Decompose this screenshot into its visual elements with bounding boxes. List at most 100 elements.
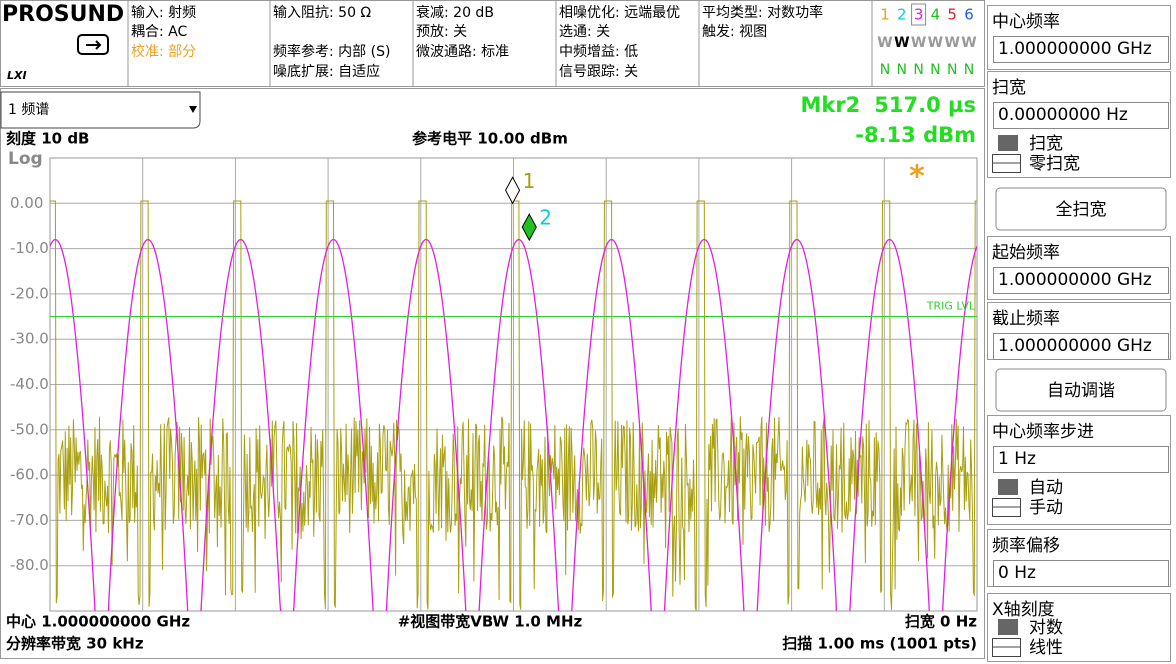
trace-mode: W — [911, 35, 926, 51]
softkey-title: 中心频率 — [992, 12, 1060, 32]
status: 频率参考: 内部 (S) — [273, 43, 390, 60]
option-selected — [998, 479, 1018, 495]
option-selected — [998, 135, 1018, 151]
marker-label: 2 — [539, 206, 552, 230]
marker-name: Mkr2 — [800, 93, 860, 117]
trace-detector: N — [930, 62, 940, 78]
status: 输入: 射频 — [131, 5, 196, 21]
trace-detector: N — [964, 62, 974, 78]
status: 微波通路: 标准 — [416, 44, 509, 60]
softkey-value: 1.000000000 GHz — [998, 39, 1152, 59]
status: 耦合: AC — [131, 24, 187, 40]
trace-detector: N — [913, 62, 923, 78]
status: 噪底扩展: 自适应 — [273, 63, 380, 80]
y-tick-label: -60.0 — [10, 466, 49, 484]
header-panel — [0, 0, 985, 87]
trace-2 — [50, 238, 977, 611]
status: 中频增益: 低 — [559, 44, 638, 60]
status: 相噪优化: 远端最优 — [559, 5, 680, 21]
span: 扫宽 0 Hz — [905, 613, 977, 631]
value-box[interactable] — [993, 446, 1169, 473]
softkey-panel: 中心频率 1.000000000 GHz 扫宽 0.00000000 Hz 扫宽零扫宽全… — [987, 5, 1171, 662]
trace-mode: W — [877, 35, 892, 51]
trace-number: 6 — [964, 6, 974, 24]
value-box[interactable] — [993, 102, 1169, 129]
softkey-title: 频率偏移 — [992, 536, 1060, 556]
scale-type: Log — [8, 149, 43, 169]
y-tick-label: -20.0 — [10, 284, 49, 302]
window-name: 1 频谱 — [8, 102, 49, 118]
option-selected — [998, 619, 1018, 635]
value-box[interactable] — [993, 267, 1169, 294]
trigger-label: TRIG LVL — [926, 300, 976, 313]
status: 校准: 部分 — [131, 43, 196, 60]
marker — [521, 213, 537, 242]
marker-label: 1 — [523, 169, 536, 193]
marker-y: -8.13 dBm — [855, 123, 976, 147]
trace-selected — [911, 3, 927, 26]
trace-detector: N — [880, 62, 890, 78]
value-box[interactable] — [993, 560, 1169, 587]
marker — [505, 176, 521, 205]
vbw: #视图带宽VBW 1.0 MHz — [398, 613, 583, 631]
softkey-value: 1.000000000 GHz — [998, 270, 1152, 290]
marker-readout: Mkr2 517.0 µs — [800, 93, 976, 117]
trace-number: 3 — [914, 6, 924, 24]
status: 衰减: 20 dB — [416, 4, 494, 21]
trace-mode: W — [928, 35, 943, 51]
button-label: 全扫宽 — [1056, 200, 1107, 220]
dropdown-arrow — [189, 106, 197, 113]
trace-number: 2 — [897, 6, 907, 24]
softkey-title: 截止频率 — [992, 309, 1060, 329]
option-label[interactable]: 线性 — [1029, 638, 1063, 658]
status: 平均类型: 对数功率 — [702, 4, 823, 21]
icon — [77, 34, 109, 55]
y-tick-label: -40.0 — [10, 375, 49, 393]
softkey-title: 起始频率 — [992, 243, 1060, 263]
trace-mode: W — [894, 35, 909, 51]
sweep: 扫描 1.00 ms (1001 pts) — [782, 635, 977, 653]
softkey-button[interactable] — [995, 368, 1167, 412]
icon-arrow — [86, 40, 102, 50]
trace-number: 1 — [880, 6, 890, 24]
option-label[interactable]: 扫宽 — [1029, 134, 1063, 154]
y-tick-label: -80.0 — [10, 556, 49, 574]
y-tick-label: -70.0 — [10, 511, 49, 529]
asterisk: * — [909, 160, 925, 195]
y-tick-label: -30.0 — [10, 330, 49, 348]
rbw: 分辨率带宽 30 kHz — [6, 635, 144, 653]
option-label[interactable]: 手动 — [1029, 498, 1063, 518]
center-freq: 中心 1.000000000 GHz — [6, 613, 190, 631]
trace-detector: N — [947, 62, 957, 78]
header-dividers — [127, 0, 873, 86]
value-box[interactable] — [993, 333, 1169, 360]
y-tick-label: 0.00 — [10, 194, 43, 212]
softkey-button[interactable] — [995, 187, 1167, 231]
option-label[interactable]: 自动 — [1029, 478, 1063, 498]
lxi-logo: LXI — [7, 69, 27, 82]
status: 选通: 关 — [559, 24, 610, 40]
y-tick-label: -50.0 — [10, 420, 49, 438]
trace-mode: W — [944, 35, 959, 51]
ref-level: 参考电平 10.00 dBm — [412, 130, 568, 148]
softkey-value: 0 Hz — [998, 563, 1036, 583]
window-select[interactable] — [0, 91, 201, 129]
softkey-value: 1.000000000 GHz — [998, 336, 1152, 356]
trace-detector: N — [897, 62, 907, 78]
status: 输入阻抗: 50 Ω — [273, 5, 371, 21]
value-box[interactable] — [993, 36, 1169, 63]
softkey-value: 0.00000000 Hz — [998, 105, 1128, 125]
y-tick-label: -10.0 — [10, 239, 49, 257]
status: 触发: 视图 — [702, 24, 767, 40]
softkey-title: 中心频率步进 — [992, 422, 1094, 442]
trace-number: 5 — [947, 6, 957, 24]
status: 信号跟踪: 关 — [559, 64, 638, 80]
scale: 刻度 10 dB — [6, 130, 90, 148]
option-label[interactable]: 零扫宽 — [1029, 154, 1080, 174]
status: 预放: 关 — [416, 24, 467, 40]
option-label[interactable]: 对数 — [1029, 618, 1063, 638]
softkey-title: X轴刻度 — [992, 600, 1055, 620]
